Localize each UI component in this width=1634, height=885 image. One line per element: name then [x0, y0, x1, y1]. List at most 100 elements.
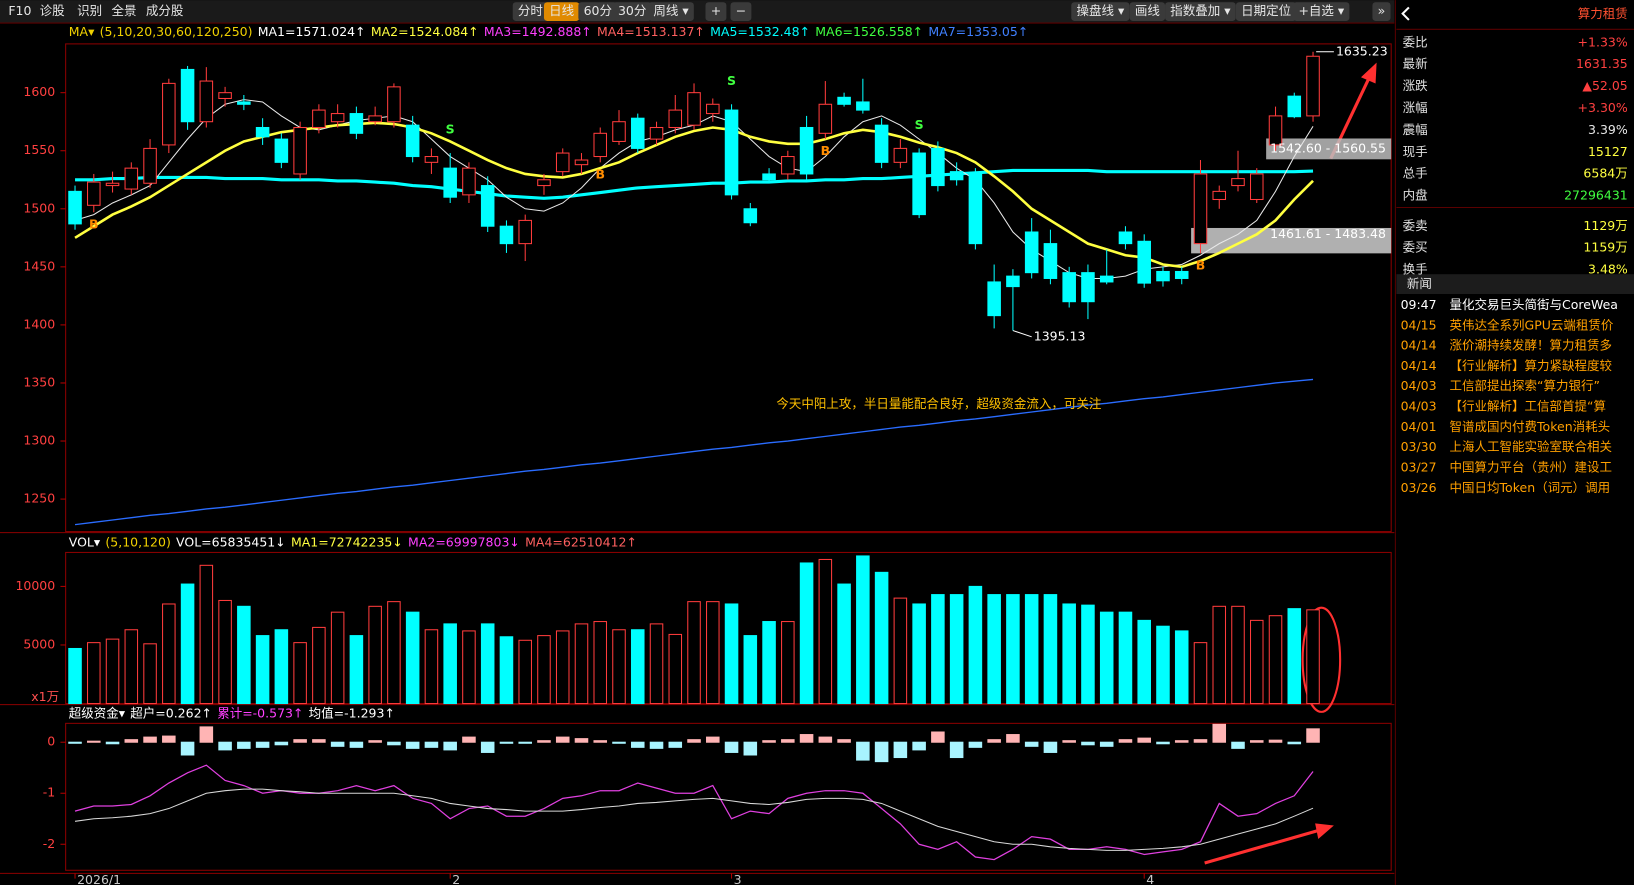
indicator-header[interactable]: MA▾ — [69, 24, 95, 39]
news-headline[interactable]: 智谱成国内付费Token消耗头 — [1450, 419, 1611, 434]
toolbar-button[interactable]: » — [1378, 3, 1386, 18]
quote-value: 15127 — [1588, 144, 1628, 159]
zone-label: 1461.61 - 1483.48 — [1270, 226, 1386, 241]
quote-value: 3.39% — [1588, 122, 1628, 137]
toolbar-button[interactable]: F10 — [8, 3, 31, 18]
bar — [1193, 642, 1208, 705]
bar — [499, 741, 514, 744]
bar — [105, 741, 120, 745]
toolbar-button[interactable]: 日期定位 — [1241, 3, 1291, 18]
news-title[interactable]: 新闻 — [1407, 276, 1432, 291]
bar — [612, 741, 626, 744]
news-date[interactable]: 04/03 — [1401, 378, 1437, 393]
high-label: 1635.23 — [1336, 43, 1388, 58]
news-date[interactable]: 04/15 — [1401, 317, 1437, 332]
bar — [1174, 630, 1189, 705]
quote-label: 现手 — [1403, 144, 1428, 159]
signal: B — [595, 166, 605, 181]
news-date[interactable]: 04/14 — [1401, 338, 1437, 353]
candle-body — [1212, 190, 1227, 201]
quote-label: 总手 — [1403, 166, 1428, 181]
bar — [180, 741, 195, 756]
candle-body — [874, 124, 889, 163]
news-headline[interactable]: 上海人工智能实验室联合相关 — [1450, 439, 1613, 454]
news-headline[interactable]: 工信部提出探索“算力银行” — [1450, 378, 1600, 393]
bar — [893, 741, 908, 759]
bar — [874, 571, 889, 705]
news-headline[interactable]: 中国日均Token（词元）调用 — [1450, 480, 1611, 495]
news-date[interactable]: 09:47 — [1401, 297, 1437, 312]
toolbar-button[interactable]: 识别 — [77, 3, 102, 18]
toolbar-button[interactable]: 成分股 — [146, 3, 184, 18]
bar — [387, 741, 401, 746]
candle-body — [1062, 272, 1076, 303]
bar — [912, 741, 926, 751]
candle-body — [931, 147, 945, 187]
bar — [799, 734, 814, 743]
indicator-header: MA4=62510412↑ — [525, 535, 637, 550]
toolbar-button[interactable]: 全景 — [112, 3, 137, 18]
toolbar-button[interactable]: 诊股 — [40, 3, 66, 18]
candle-body — [612, 121, 626, 142]
toolbar-button[interactable]: 分时 — [518, 3, 544, 18]
news-headline[interactable]: 英伟达全系列GPU云端租赁价 — [1450, 317, 1614, 332]
candle-body — [574, 159, 589, 166]
quote-label: 震幅 — [1403, 122, 1428, 137]
news-date[interactable]: 03/27 — [1401, 460, 1437, 475]
news-headline[interactable]: 中国算力平台（贵州）建设工 — [1450, 460, 1613, 475]
news-headline[interactable]: 涨价潮持续发酵！算力租赁多 — [1450, 338, 1613, 353]
quote-value: ▲52.05 — [1582, 78, 1627, 93]
y-tick-label: -1 — [43, 785, 55, 800]
bar — [1212, 605, 1227, 705]
news-headline[interactable]: 【行业解析】算力紧缺程度较 — [1450, 358, 1613, 373]
candle-body — [1043, 243, 1058, 279]
bar — [293, 739, 307, 743]
news-date[interactable]: 04/01 — [1401, 419, 1437, 434]
bar — [987, 594, 1001, 705]
news-date[interactable]: 03/30 — [1401, 439, 1437, 454]
news-headline[interactable]: 【行业解析】工信部首提“算 — [1450, 399, 1606, 414]
candle-body — [255, 126, 270, 138]
quote-value: +1.33% — [1578, 34, 1628, 49]
toolbar-button[interactable]: +自选 ▾ — [1298, 3, 1344, 18]
bar — [968, 741, 983, 748]
news-date[interactable]: 04/03 — [1401, 399, 1437, 414]
news-headline[interactable]: 量化交易巨头简街与CoreWea — [1450, 297, 1618, 312]
candle-body — [480, 185, 495, 227]
bar — [1231, 741, 1245, 749]
bar — [762, 621, 776, 705]
toolbar-button[interactable]: 60分 — [584, 3, 612, 18]
signal: B — [821, 143, 831, 158]
toolbar-button[interactable]: 周线 ▾ — [653, 3, 689, 18]
indicator-header: MA1=1571.024↑ — [258, 24, 366, 39]
indicator-header[interactable]: VOL▾ — [69, 535, 101, 550]
y-tick-label: 5000 — [23, 636, 55, 651]
candle-body — [387, 86, 401, 123]
toolbar-button[interactable]: 日线 — [549, 3, 575, 18]
bar — [668, 741, 683, 748]
candle-body — [555, 152, 570, 173]
toolbar-button[interactable]: 指数叠加 ▾ — [1170, 3, 1231, 18]
news-date[interactable]: 03/26 — [1401, 480, 1437, 495]
y-tick-label: 1300 — [23, 433, 55, 448]
candle-body — [1156, 270, 1170, 282]
toolbar-button[interactable]: 操盘线 ▾ — [1076, 3, 1124, 18]
toolbar-button[interactable]: 30分 — [618, 3, 646, 18]
candle-body — [424, 156, 439, 163]
bar — [593, 740, 608, 743]
bar — [255, 635, 270, 705]
indicator-header: 累计=-0.573↑ — [217, 705, 303, 720]
indicator-header[interactable]: 超级资金▾ — [69, 705, 126, 720]
candle-body — [1081, 272, 1095, 303]
candle-body — [706, 103, 720, 115]
toolbar-button[interactable]: + — [711, 3, 721, 18]
news-date[interactable]: 04/14 — [1401, 358, 1437, 373]
x-tick-label: 2026/1 — [77, 872, 121, 885]
toolbar-button[interactable]: − — [736, 3, 746, 18]
back-icon[interactable] — [1401, 6, 1410, 21]
candle-body — [105, 182, 120, 187]
toolbar-button[interactable]: 画线 — [1135, 3, 1161, 18]
bar — [462, 736, 476, 743]
bar — [480, 623, 495, 705]
bar — [555, 736, 570, 743]
